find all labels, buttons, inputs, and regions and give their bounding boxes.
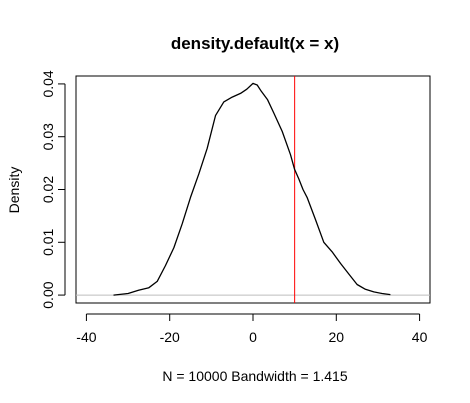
y-axis: 0.00 0.01 0.02 0.03 0.04: [40, 70, 66, 309]
plot-frame: [75, 75, 431, 304]
y-tick-label: 0.02: [40, 176, 56, 203]
y-tick-label: 0.00: [40, 281, 56, 308]
y-tick-label: 0.01: [40, 228, 56, 255]
x-axis: -40 -20 0 20 40: [76, 313, 428, 345]
x-axis-label: N = 10000 Bandwidth = 1.415: [162, 368, 347, 384]
y-tick-label: 0.03: [40, 123, 56, 150]
x-tick-label: -40: [76, 329, 96, 345]
reference-lines: [76, 76, 430, 303]
density-curve: [113, 82, 391, 296]
y-tick-label: 0.04: [40, 70, 56, 97]
x-tick-label: 40: [412, 329, 428, 345]
x-tick-label: 20: [329, 329, 345, 345]
x-tick-label: 0: [249, 329, 257, 345]
x-tick-label: -20: [160, 329, 180, 345]
chart-title: density.default(x = x): [171, 34, 339, 53]
y-axis-label: Density: [6, 167, 22, 214]
